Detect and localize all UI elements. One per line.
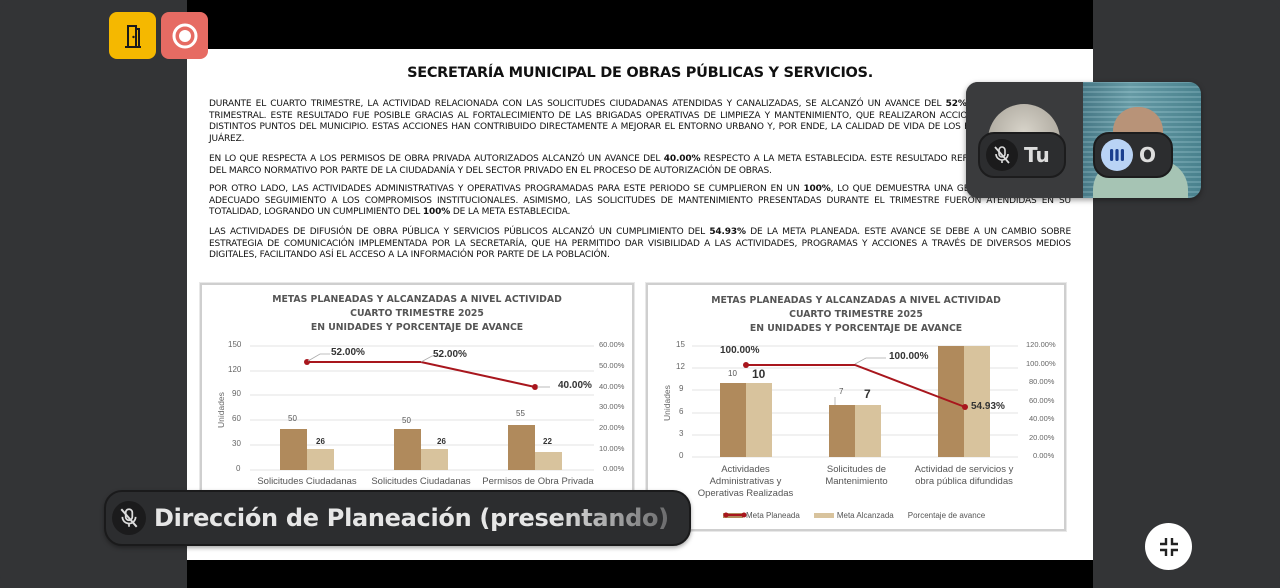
- presenter-name-bar: Dirección de Planeación (presentando): [104, 490, 691, 546]
- y2-tick: 120.00%: [1026, 340, 1056, 349]
- paragraph-1: DURANTE EL CUARTO TRIMESTRE, LA ACTIVIDA…: [209, 99, 1071, 144]
- paragraph-4: LAS ACTIVIDADES DE DIFUSIÓN DE OBRA PÚBL…: [209, 227, 1071, 261]
- record-icon: [172, 23, 197, 48]
- chart-title: METAS PLANEADAS Y ALCANZADAS A NIVEL ACT…: [711, 295, 1001, 334]
- y-tick: 9: [679, 384, 684, 393]
- bar-label: 10: [752, 367, 766, 381]
- category-label: Actividad de servicios y obra pública di…: [914, 464, 1014, 487]
- y-tick: 3: [679, 429, 684, 438]
- chart-plot: [250, 345, 594, 471]
- exit-fullscreen-icon: [1159, 537, 1178, 556]
- bar-label: 26: [437, 437, 446, 446]
- y2-tick: 0.00%: [1033, 451, 1055, 460]
- category-label: Actividades Administrativas y Operativas…: [697, 464, 794, 499]
- bar-label: 55: [516, 409, 525, 418]
- percent-label: 100.00%: [889, 351, 929, 362]
- shared-screen: SECRETARÍA MUNICIPAL DE OBRAS PÚBLICAS Y…: [187, 0, 1093, 588]
- y2-tick: 20.00%: [1029, 433, 1055, 442]
- y-tick: 90: [232, 389, 241, 398]
- category-label: Permisos de Obra Privada: [482, 476, 594, 487]
- bar-label: 22: [543, 437, 552, 446]
- chart-plot: [692, 345, 1018, 458]
- chart-title: METAS PLANEADAS Y ALCANZADAS A NIVEL ACT…: [272, 294, 562, 333]
- percent-label: 54.93%: [971, 401, 1005, 412]
- percent-label: 100.00%: [720, 345, 760, 356]
- paragraph-2: EN LO QUE RESPECTA A LOS PERMISOS DE OBR…: [209, 154, 1071, 176]
- percent-label: 40.00%: [558, 380, 592, 391]
- y2-tick: 40.00%: [1029, 414, 1055, 423]
- participant-initials: O: [1139, 143, 1157, 167]
- slide-title: SECRETARÍA MUNICIPAL DE OBRAS PÚBLICAS Y…: [407, 65, 873, 81]
- bar-label: 10: [728, 369, 737, 378]
- y2-tick: 10.00%: [599, 444, 625, 453]
- participant-name-pill: O: [1093, 132, 1173, 178]
- record-button[interactable]: [161, 12, 208, 59]
- legend-item: Meta Alcanzada: [813, 511, 894, 520]
- category-label: Solicitudes Ciudadanas: [257, 476, 357, 487]
- y2-tick: 60.00%: [599, 340, 625, 349]
- mic-off-icon: [112, 501, 146, 535]
- participant-tile-self[interactable]: Tu: [966, 82, 1083, 198]
- leave-button[interactable]: [109, 12, 156, 59]
- paragraph-3: POR OTRO LADO, LAS ACTIVIDADES ADMINISTR…: [209, 184, 1071, 218]
- y-tick: 6: [679, 407, 684, 416]
- chart-left: METAS PLANEADAS Y ALCANZADAS A NIVEL ACT…: [200, 283, 634, 498]
- legend-line-swatch: [723, 512, 747, 518]
- y-axis-label: Unidades: [662, 385, 672, 421]
- presenter-name: Dirección de Planeación (presentando): [154, 504, 669, 532]
- y2-tick: 40.00%: [599, 382, 625, 391]
- y-tick: 12: [676, 362, 685, 371]
- legend-item: Porcentaje de avance: [723, 511, 985, 520]
- y-tick: 15: [676, 340, 685, 349]
- category-label: Solicitudes Ciudadanas: [371, 476, 471, 487]
- y2-tick: 30.00%: [599, 402, 625, 411]
- audio-level-icon: [1101, 139, 1133, 171]
- participant-name-pill: Tu: [978, 132, 1066, 178]
- y-tick: 30: [232, 439, 241, 448]
- bar-label: 50: [402, 416, 411, 425]
- y-axis-label: Unidades: [216, 392, 226, 428]
- bar-label: 7: [839, 387, 844, 396]
- y2-tick: 60.00%: [1029, 396, 1055, 405]
- chart-right: METAS PLANEADAS Y ALCANZADAS A NIVEL ACT…: [646, 283, 1066, 531]
- y-tick: 120: [228, 365, 242, 374]
- door-exit-icon: [124, 24, 141, 48]
- participant-initials: Tu: [1024, 143, 1050, 167]
- y-tick: 150: [228, 340, 242, 349]
- bar-label: 26: [316, 437, 325, 446]
- percent-label: 52.00%: [331, 347, 365, 358]
- chart-legend: Meta Planeada Meta Alcanzada Porcentaje …: [723, 511, 985, 520]
- percent-label: 52.00%: [433, 349, 467, 360]
- category-label: Solicitudes de Mantenimiento: [825, 464, 888, 487]
- y2-tick: 100.00%: [1026, 359, 1056, 368]
- exit-fullscreen-button[interactable]: [1145, 523, 1192, 570]
- y-tick: 0: [679, 451, 684, 460]
- y2-tick: 0.00%: [603, 464, 625, 473]
- y-tick: 60: [232, 414, 241, 423]
- participant-tiles: Tu O: [966, 82, 1201, 198]
- y2-tick: 80.00%: [1029, 377, 1055, 386]
- bar-label: 50: [288, 414, 297, 423]
- bar-label: 7: [864, 387, 871, 401]
- mic-off-icon: [986, 139, 1018, 171]
- participant-tile-other[interactable]: O: [1083, 82, 1201, 198]
- legend-swatch: [813, 513, 834, 519]
- y2-tick: 50.00%: [599, 361, 625, 370]
- y2-tick: 20.00%: [599, 423, 625, 432]
- presentation-slide: SECRETARÍA MUNICIPAL DE OBRAS PÚBLICAS Y…: [187, 49, 1093, 560]
- y-tick: 0: [236, 464, 241, 473]
